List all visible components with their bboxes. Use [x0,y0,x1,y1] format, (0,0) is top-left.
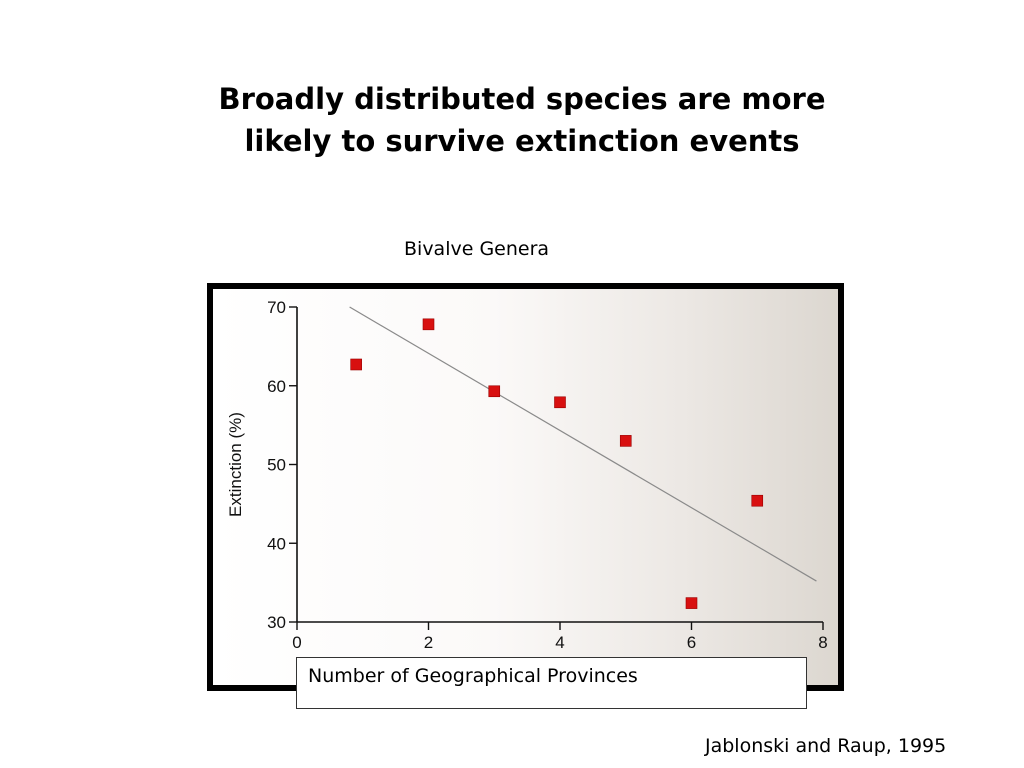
chart-frame: 30 40 50 60 70 0 2 4 6 8 Extinction (%) [207,283,844,691]
data-point [488,385,501,398]
scatter-chart: 30 40 50 60 70 0 2 4 6 8 Extinction (%) [226,298,828,652]
y-tick-label: 40 [267,534,286,553]
y-tick-label: 30 [267,613,286,632]
y-tick-label: 70 [267,298,286,317]
slide-title-line-1: Broadly distributed species are more [218,82,826,116]
y-tick-label: 50 [267,456,286,475]
chart-axes: 30 40 50 60 70 0 2 4 6 8 [267,298,828,652]
chart-caption: Bivalve Genera [404,238,550,260]
data-point [619,435,632,447]
data-points [350,318,764,609]
x-tick-label: 6 [687,633,696,652]
data-point [751,494,764,507]
data-point [422,318,435,331]
slide-title-line-2: likely to survive extinction events [244,124,800,158]
x-tick-label: 0 [292,633,301,652]
trendline [349,306,817,582]
y-axis-label: Extinction (%) [226,412,245,517]
data-point [350,358,362,371]
x-tick-label: 2 [424,633,433,652]
y-tick-label: 60 [267,377,286,396]
x-axis-label-box: Number of Geographical Provinces [296,657,807,709]
data-point [554,396,566,409]
data-point [685,597,698,609]
source-credit: Jablonski and Raup, 1995 [705,735,947,757]
trendline-group [349,306,817,582]
x-tick-label: 8 [818,633,827,652]
x-axis-label: Number of Geographical Provinces [308,665,638,687]
slide-title: Broadly distributed species are more lik… [0,78,1024,162]
x-tick-label: 4 [555,633,564,652]
